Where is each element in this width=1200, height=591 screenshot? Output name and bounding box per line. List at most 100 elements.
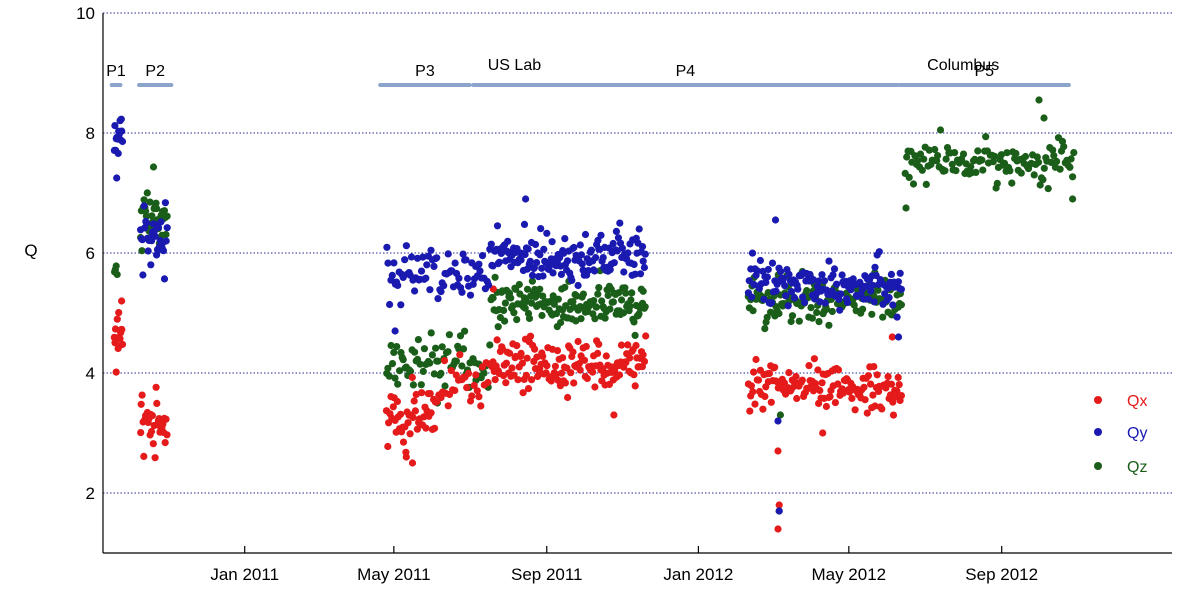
point-qz (416, 360, 424, 368)
point-qz (1030, 171, 1038, 179)
point-qz (394, 380, 402, 388)
point-qy (113, 174, 121, 182)
point-qx (639, 351, 647, 359)
point-qx (884, 373, 892, 381)
point-qz (622, 289, 630, 297)
point-qy (163, 224, 171, 232)
point-qy (768, 259, 777, 267)
point-qy (614, 234, 623, 242)
point-qz (432, 344, 440, 352)
point-qx (161, 439, 169, 447)
point-qz (160, 207, 168, 215)
point-qy (787, 288, 796, 296)
point-qy (427, 246, 435, 254)
point-qy (774, 417, 782, 425)
phase-layer: P1 P2 P3 P4 P5 US Lab Columbus (106, 57, 1071, 87)
point-qz (390, 348, 398, 356)
point-qy (820, 277, 829, 285)
module-label: US Lab (488, 57, 541, 74)
point-qx (422, 424, 430, 432)
point-qx (631, 382, 639, 390)
point-qz (813, 308, 821, 317)
point-qz (409, 381, 417, 389)
point-qy (894, 333, 903, 341)
point-qy (462, 256, 470, 264)
point-qz (764, 289, 772, 297)
point-qy (475, 260, 483, 268)
point-qy (140, 202, 148, 210)
point-qz (426, 359, 434, 367)
point-qz (918, 166, 926, 174)
point-qx (873, 371, 881, 379)
point-qz (641, 303, 649, 311)
point-qy (577, 251, 586, 259)
point-qz (561, 283, 569, 291)
point-qy (867, 287, 875, 295)
point-qz (143, 189, 151, 197)
point-qy (896, 269, 904, 277)
point-qz (592, 303, 601, 311)
point-qy (639, 257, 647, 265)
point-qx (761, 392, 769, 401)
point-qx (767, 398, 775, 406)
point-qz (1021, 152, 1030, 161)
point-qy (162, 237, 170, 245)
point-qy (539, 272, 547, 280)
point-qz (1066, 163, 1074, 171)
point-qx (610, 411, 618, 419)
module-label: Columbus (927, 57, 999, 74)
point-qy (422, 274, 430, 282)
point-qy (493, 222, 502, 230)
point-qx (831, 399, 840, 407)
point-qx (861, 396, 869, 404)
point-qx (834, 380, 842, 388)
point-qy (568, 276, 576, 284)
point-qz (1069, 195, 1077, 203)
point-qy (557, 270, 566, 278)
point-qy (417, 267, 426, 275)
point-qx (147, 427, 156, 436)
point-qx (793, 394, 801, 403)
point-qz (609, 298, 618, 306)
point-qy (775, 507, 783, 515)
point-qy (871, 263, 879, 271)
point-qz (146, 198, 154, 206)
point-qx (582, 342, 590, 351)
legend-label-qz: Qz (1127, 459, 1147, 476)
point-qx (514, 376, 522, 384)
point-qz (942, 155, 950, 163)
point-qy (838, 271, 846, 279)
point-qz (630, 318, 638, 326)
point-qz (920, 155, 928, 163)
point-qz (391, 374, 399, 382)
legend-marker-qz (1094, 462, 1102, 470)
point-qy (612, 227, 621, 235)
point-qz (1003, 149, 1011, 157)
point-qy (837, 290, 845, 298)
point-qy (862, 282, 871, 290)
point-qy (478, 252, 487, 260)
point-qy (397, 301, 405, 309)
point-qz (569, 298, 577, 306)
point-qx (539, 352, 547, 360)
point-qy (782, 292, 790, 300)
point-qx (819, 429, 827, 437)
point-qx (893, 387, 901, 395)
point-qx (151, 454, 159, 462)
point-qy (469, 280, 477, 288)
point-qz (604, 291, 612, 300)
point-qz (579, 290, 588, 298)
point-qz (989, 158, 997, 166)
point-qx (518, 359, 527, 367)
point-qz (635, 310, 643, 318)
point-qy (776, 268, 785, 276)
point-qy (433, 254, 441, 262)
point-qx (155, 415, 163, 423)
point-qy (748, 293, 756, 301)
point-qz (452, 357, 460, 365)
point-qy (799, 293, 807, 301)
point-qz (825, 321, 833, 329)
point-qz (850, 301, 858, 309)
point-qz (952, 167, 960, 175)
point-qy (887, 270, 896, 278)
